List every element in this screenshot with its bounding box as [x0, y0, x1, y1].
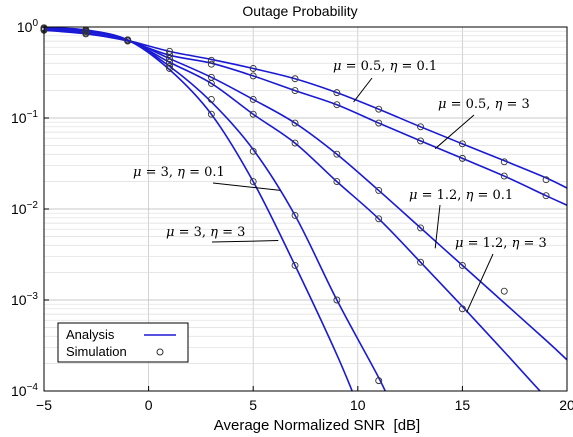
simulation-point	[249, 178, 257, 186]
x-tick-label: −5	[36, 397, 52, 413]
simulation-point	[333, 89, 341, 97]
simulation-point	[207, 79, 215, 87]
simulation-point	[82, 30, 90, 38]
simulation-point	[500, 158, 508, 166]
simulation-point	[207, 95, 215, 103]
legend-label-simulation: Simulation	[66, 344, 127, 359]
simulation-point	[207, 110, 215, 118]
simulation-point	[500, 287, 508, 295]
simulation-point	[458, 154, 466, 162]
simulation-point	[333, 178, 341, 186]
simulation-point	[500, 172, 508, 180]
simulation-point	[375, 105, 383, 113]
x-tick-labels: −5 0 5 10 15 20	[36, 386, 573, 413]
x-tick-label: 0	[145, 397, 153, 413]
simulation-point	[417, 258, 425, 266]
simulation-point	[291, 211, 299, 219]
simulation-point	[124, 36, 132, 44]
annotation-leader-line	[353, 77, 373, 103]
simulation-point	[458, 305, 466, 313]
annotation-label: μ = 3, η = 0.1	[133, 165, 225, 180]
simulation-point	[375, 186, 383, 194]
x-tick-label: 15	[455, 397, 471, 413]
simulation-point	[458, 261, 466, 269]
annotation-leader-line	[211, 240, 279, 243]
simulation-point	[166, 55, 173, 63]
simulation-point	[291, 75, 299, 83]
y-tick-labels: 100 10−1 10−2 10−3 10−4	[11, 18, 49, 399]
simulation-markers	[40, 24, 550, 385]
simulation-point	[291, 139, 299, 147]
x-tick-label: 20	[559, 397, 573, 413]
simulation-point	[291, 261, 299, 269]
simulation-point	[207, 60, 215, 68]
simulation-point	[249, 110, 257, 118]
series-lines	[44, 27, 567, 391]
y-tick-label: 10−4	[11, 382, 38, 399]
annotation-label: μ = 1.2, η = 0.1	[409, 188, 513, 203]
annotation-label: μ = 3, η = 3	[166, 225, 245, 240]
chart-title: Outage Probability	[242, 3, 357, 19]
annotation-leader-line	[212, 182, 281, 191]
annotation-label: μ = 0.5, η = 0.1	[333, 59, 437, 74]
simulation-point	[417, 123, 425, 131]
simulation-point	[333, 296, 341, 304]
simulation-point	[333, 101, 341, 109]
legend-circle-marker	[156, 348, 164, 356]
simulation-point	[375, 119, 383, 127]
x-tick-label: 5	[249, 397, 257, 413]
y-tick-label: 10−3	[11, 291, 38, 308]
simulation-point	[375, 377, 383, 385]
x-axis-label: Average Normalized SNR [dB]	[214, 417, 420, 434]
y-tick-label: 10−1	[11, 109, 38, 126]
simulation-point	[417, 224, 425, 232]
annotation-label: μ = 1.2, η = 3	[455, 236, 547, 251]
simulation-point	[166, 62, 173, 70]
simulation-point	[249, 72, 257, 80]
annotation-leader-line	[466, 253, 494, 313]
simulation-point	[458, 140, 466, 148]
simulation-point	[249, 65, 257, 72]
y-tick-label: 100	[17, 18, 39, 35]
simulation-point	[542, 192, 550, 200]
simulation-point	[375, 215, 383, 223]
series-line-mu-3-eta-3	[44, 27, 354, 391]
simulation-point	[166, 47, 173, 55]
annotations: μ = 0.5, η = 0.1 μ = 0.5, η = 3 μ = 1.2, η…	[133, 59, 547, 313]
simulation-point	[542, 176, 550, 184]
simulation-point	[249, 147, 257, 155]
annotation-label: μ = 0.5, η = 3	[438, 97, 530, 112]
simulation-point	[291, 87, 299, 95]
simulation-point	[291, 119, 299, 127]
simulation-point	[207, 56, 215, 64]
legend-label-analysis: Analysis	[66, 327, 115, 342]
legend: Analysis Simulation	[57, 322, 189, 363]
simulation-point	[417, 137, 425, 145]
y-tick-label: 10−2	[11, 200, 38, 217]
plot-frame	[43, 26, 568, 392]
legend-box	[57, 322, 189, 363]
simulation-point	[166, 65, 173, 72]
x-tick-label: 10	[350, 397, 366, 413]
simulation-point	[333, 150, 341, 158]
annotation-leader-line	[434, 114, 475, 150]
annotation-leader-line	[434, 204, 441, 249]
simulation-point	[249, 95, 257, 103]
simulation-point	[166, 50, 173, 58]
